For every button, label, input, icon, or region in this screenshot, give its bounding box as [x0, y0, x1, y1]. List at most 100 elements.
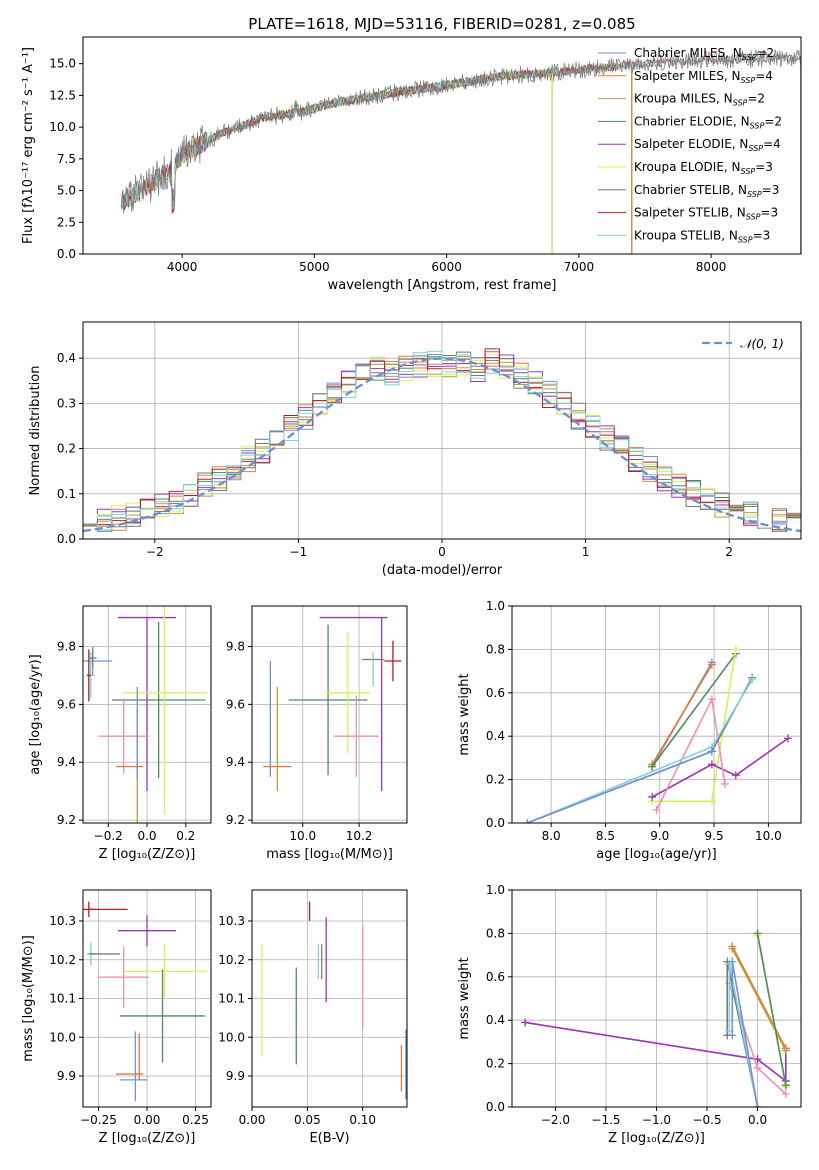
- weight-marker-salpeter_elodie: [521, 1018, 530, 1027]
- y-tick-label: 10.0: [49, 1030, 76, 1044]
- axes-frame: 0.00 0.05 0.10 9.9 10.0 10.1 10.2 10.3 E(B-V): [218, 889, 408, 1146]
- plot-area: [521, 929, 790, 1107]
- weight-marker-kroupa_elodie: [731, 645, 740, 654]
- weight-line-chabrier_miles: [526, 750, 713, 823]
- weight-marker-pink: [652, 805, 661, 814]
- weight-marker-salpeter_elodie: [731, 771, 740, 780]
- x-tick-label: −1.5: [591, 1113, 620, 1127]
- spectrum-line-kroupa_elodie: [168, 67, 553, 212]
- weight-marker-salpeter_elodie: [648, 792, 657, 801]
- x-axis-label: E(B-V): [309, 1131, 349, 1146]
- weight-marker-chabrier_elodie: [648, 762, 657, 771]
- x-axis-label: wavelength [Angstrom, rest frame]: [328, 278, 557, 293]
- x-axis-label: Z [log₁₀(Z/Z⊙)]: [99, 847, 196, 862]
- y-tick-label: 10.0: [218, 1030, 245, 1044]
- y-tick-label: 0.0: [486, 816, 505, 830]
- weight-line-chabrier_miles: [731, 961, 759, 1107]
- y-tick-label: 0.4: [57, 351, 76, 365]
- x-tick-label: 2: [725, 545, 733, 559]
- weight-line-salpeter_miles: [651, 664, 713, 765]
- x-tick-label: 8000: [696, 260, 727, 274]
- y-axis-label: age [log₁₀(age/yr)]: [28, 654, 43, 775]
- y-axis-label: Flux [fλ10⁻¹⁷ erg cm⁻² s⁻¹ A⁻¹]: [21, 47, 36, 244]
- x-tick-label: 8.0: [542, 829, 561, 843]
- weight-marker-pink: [753, 1063, 762, 1072]
- y-tick-label: 0.3: [57, 396, 76, 410]
- x-axis-label: (data-model)/error: [382, 563, 503, 578]
- legend-label: Kroupa ELODIE, NSSP=3: [634, 160, 773, 176]
- y-axis-label: mass weight: [457, 957, 472, 1039]
- y-tick-label: 0.2: [57, 442, 76, 456]
- legend-label: Salpeter ELODIE, NSSP=4: [634, 137, 781, 153]
- plot-area: [83, 348, 801, 533]
- legend-label: Chabrier STELIB, NSSP=3: [634, 183, 779, 199]
- x-tick-label: −1.0: [642, 1113, 671, 1127]
- weight-marker-kroupa_stelib: [748, 675, 757, 684]
- y-tick-label: 15.0: [49, 57, 76, 71]
- ebv-mass-panel: 0.00 0.05 0.10 9.9 10.0 10.1 10.2 10.3 E(B-V): [218, 889, 408, 1146]
- weight-marker-pink: [720, 779, 729, 788]
- y-tick-label: 0.0: [57, 532, 76, 546]
- axes-frame: −2 −1 0 1 2 0.0 0.1 0.2 0.3 0.4 (data-model)/error…: [28, 321, 802, 578]
- x-tick-label: 0.0: [748, 1113, 767, 1127]
- legend-label: Kroupa STELIB, NSSP=3: [634, 228, 770, 244]
- legend-label: 𝒩(0, 1): [740, 337, 784, 351]
- y-tick-label: 7.5: [57, 152, 76, 166]
- weight-marker-kroupa_miles: [728, 944, 737, 953]
- y-tick-label: 0.8: [486, 642, 505, 656]
- weight-marker-chabrier_elodie: [753, 929, 762, 938]
- y-tick-label: 9.4: [226, 755, 245, 769]
- x-axis-label: age [log₁₀(age/yr)]: [596, 847, 717, 862]
- x-tick-label: 0.05: [294, 1113, 321, 1127]
- y-axis-label: mass weight: [457, 673, 472, 755]
- weight-marker-chabrier_elodie: [781, 1081, 790, 1090]
- y-tick-label: 9.8: [226, 640, 245, 654]
- x-tick-label: 1: [582, 545, 590, 559]
- y-tick-label: 9.4: [57, 755, 76, 769]
- y-tick-label: 10.2: [218, 953, 245, 967]
- weight-marker-pink: [781, 1089, 790, 1098]
- weight-marker-chabrier_miles: [728, 1031, 737, 1040]
- y-tick-label: 10.1: [218, 992, 245, 1006]
- plot-area: [120, 49, 801, 254]
- axes-border: [82, 36, 802, 255]
- x-tick-label: 0.0: [137, 829, 156, 843]
- x-tick-label: 10.2: [346, 829, 373, 843]
- x-tick-label: 9.5: [705, 829, 724, 843]
- weight-line-kroupa_elodie: [652, 649, 737, 803]
- weight-marker-kroupa_miles: [781, 1046, 790, 1055]
- y-tick-label: 1.0: [486, 599, 505, 613]
- y-tick-label: 10.1: [49, 992, 76, 1006]
- x-tick-label: 6000: [431, 260, 462, 274]
- y-tick-label: 0.4: [486, 1013, 505, 1027]
- weight-marker-salpeter_elodie: [783, 734, 792, 743]
- axes-border: [251, 605, 408, 824]
- x-tick-label: −0.25: [80, 1113, 117, 1127]
- x-tick-label: 0.00: [134, 1113, 161, 1127]
- plot-area: [523, 645, 792, 823]
- legend-label: Kroupa MILES, NSSP=2: [634, 92, 765, 108]
- y-tick-label: 0.6: [486, 686, 505, 700]
- x-tick-label: 0.00: [239, 1113, 266, 1127]
- weight-marker-chabrier_miles: [523, 819, 532, 823]
- weight-line-chabrier_stelib: [526, 677, 753, 823]
- weight-marker-chabrier_miles: [728, 957, 737, 966]
- x-tick-label: 9.0: [650, 829, 669, 843]
- plot-area: [83, 606, 208, 823]
- weight-line-salpeter_miles: [731, 946, 787, 1049]
- x-axis-label: mass [log₁₀(M/M⊙)]: [266, 847, 393, 862]
- x-tick-label: 0.2: [176, 829, 195, 843]
- y-tick-label: 0.0: [57, 247, 76, 261]
- weight-marker-salpeter_miles: [707, 660, 716, 669]
- weight-marker-pink: [707, 695, 716, 704]
- gaussian-curve: [83, 357, 801, 533]
- y-tick-label: 2.5: [57, 215, 76, 229]
- weight-line-chabrier_elodie: [756, 933, 787, 1086]
- y-tick-label: 9.2: [226, 813, 245, 827]
- residuals-panel: −2 −1 0 1 2 0.0 0.1 0.2 0.3 0.4 (data-model)/error…: [28, 321, 802, 578]
- y-tick-label: 9.6: [57, 697, 76, 711]
- x-tick-label: 5000: [299, 260, 330, 274]
- x-axis-label: Z [log₁₀(Z/Z⊙)]: [99, 1131, 196, 1146]
- y-tick-label: 10.0: [49, 120, 76, 134]
